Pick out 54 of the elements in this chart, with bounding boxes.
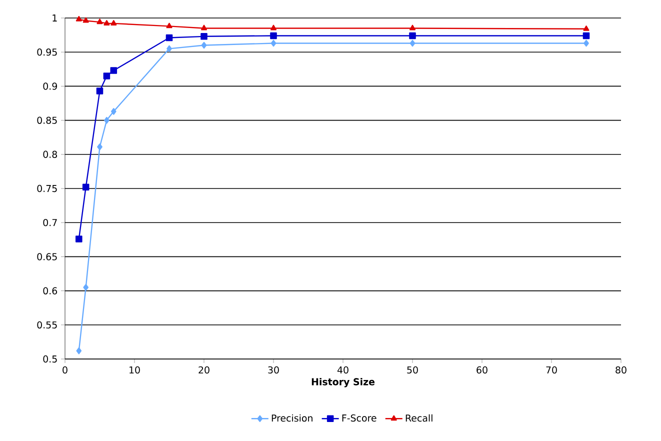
point <box>166 34 173 42</box>
y-tick-label: 0.9 <box>43 82 57 90</box>
point <box>584 40 589 47</box>
point <box>110 108 116 115</box>
point <box>110 20 117 26</box>
point <box>166 22 172 28</box>
point <box>166 45 172 52</box>
point <box>200 33 208 40</box>
y-tick-label: 0.8 <box>43 150 57 158</box>
y-tick-label: 0.5 <box>43 355 57 363</box>
point <box>96 88 104 94</box>
point <box>200 24 208 30</box>
point <box>410 40 416 47</box>
y-tick-label: 0.95 <box>37 48 57 56</box>
point <box>76 236 82 242</box>
legend-label: F-Score <box>342 414 376 422</box>
point <box>409 24 416 30</box>
x-tick-label: 20 <box>198 366 210 374</box>
point <box>103 72 110 80</box>
y-tick-label: 0.55 <box>37 321 57 328</box>
x-tick-label: 40 <box>337 366 348 374</box>
y-tick-label: 0.7 <box>43 219 57 226</box>
y-tick-label: 0.85 <box>37 116 57 124</box>
x-tick-label: 50 <box>407 366 418 374</box>
y-tick-label: 0.6 <box>43 287 58 294</box>
x-tick-label: 70 <box>546 366 557 374</box>
point <box>409 32 416 40</box>
point <box>97 144 102 150</box>
point <box>82 184 90 191</box>
legend-label: Recall <box>406 414 432 422</box>
point <box>582 32 590 40</box>
x-tick-label: 10 <box>130 366 140 374</box>
x-axis-title: History Size <box>312 378 375 388</box>
point <box>201 42 207 49</box>
point <box>83 284 89 291</box>
y-tick-label: 0.65 <box>37 253 57 260</box>
point <box>104 20 110 26</box>
y-tick-label: 1 <box>52 14 57 22</box>
point <box>96 18 103 24</box>
point <box>76 347 82 354</box>
point <box>110 67 118 74</box>
point <box>270 40 276 47</box>
point <box>104 116 110 124</box>
x-tick-label: 30 <box>268 366 279 374</box>
point <box>76 16 82 22</box>
point <box>583 26 590 31</box>
x-tick-label: 80 <box>616 366 626 374</box>
x-tick-label: 0 <box>62 366 68 374</box>
y-tick-label: 0.75 <box>37 184 57 192</box>
x-tick-label: 60 <box>476 366 488 374</box>
point <box>270 32 277 40</box>
point <box>270 24 277 30</box>
point <box>82 17 89 23</box>
legend-label: Precision <box>272 414 312 422</box>
